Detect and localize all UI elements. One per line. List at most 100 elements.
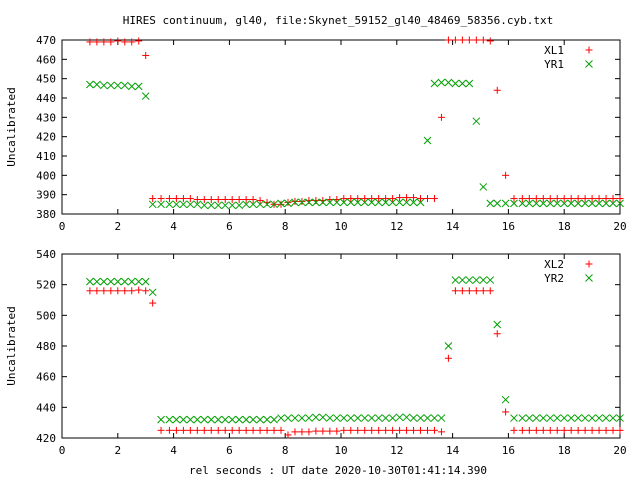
data-point-yr1 [157,200,165,209]
data-point-xl2 [142,287,150,295]
data-point-yr2 [106,277,115,286]
plot-top-frame [61,39,621,215]
data-point-xl2 [200,426,208,434]
plot-bottom-ylabel: Uncalibrated [5,306,18,385]
data-point-yr1 [602,199,610,208]
data-point-xl1 [403,194,411,202]
data-point-yr1 [437,78,446,87]
data-point-yr2 [458,276,467,284]
data-point-yr1 [381,198,390,207]
data-point-xl2 [595,426,603,434]
data-point-yr1 [539,199,548,208]
data-point-yr1 [367,198,376,207]
data-point-xl1 [616,195,624,203]
data-point-yr1 [134,82,143,91]
data-point-yr2 [395,413,404,422]
data-point-xl2 [502,408,510,416]
data-point-yr2 [444,342,453,350]
data-point-yr2 [346,414,355,422]
data-point-yr1 [546,199,555,208]
data-point-xl1 [121,38,129,46]
data-point-yr2 [214,415,223,424]
x-tick-label: 16 [502,444,515,457]
data-point-yr2 [416,414,425,422]
data-point-yr1 [127,82,136,91]
data-point-yr1 [595,199,603,208]
data-point-yr2 [581,414,589,422]
data-point-xl1 [347,195,355,203]
legend-marker [585,260,593,268]
data-point-xl2 [93,287,101,295]
data-point-xl1 [493,86,501,94]
data-point-yr1 [458,79,467,88]
data-point-yr1 [444,78,453,87]
data-point-xl2 [567,426,575,434]
data-point-xl1 [193,196,201,203]
x-tick-label: 18 [558,444,571,457]
plot-top-ylabel: Uncalibrated [5,87,18,166]
data-point-yr1 [581,199,589,208]
data-point-yr2 [486,276,495,284]
data-point-xl1 [207,196,215,203]
data-point-yr2 [574,414,583,422]
data-point-xl1 [396,194,404,202]
data-point-yr2 [510,414,518,422]
y-tick-label: 420 [36,432,56,445]
data-point-xl2 [100,287,108,295]
legend-label: YR1 [544,58,564,71]
data-point-yr1 [99,81,108,90]
data-point-xl2 [121,287,129,295]
data-point-xl1 [581,195,589,203]
x-tick-label: 6 [226,444,233,457]
data-point-xl1 [93,38,101,46]
y-tick-label: 410 [36,150,56,163]
data-point-xl2 [430,426,438,434]
data-point-xl1 [525,195,533,203]
data-point-xl2 [553,426,561,434]
data-point-yr2 [127,277,136,286]
data-point-yr1 [532,199,541,208]
data-point-yr1 [186,200,195,209]
data-point-xl2 [340,426,348,434]
x-tick-label: 2 [114,444,121,457]
data-point-yr1 [465,79,474,88]
data-point-xl2 [256,426,264,434]
data-point-xl1 [235,196,243,203]
data-point-yr2 [249,415,257,424]
data-point-xl1 [221,196,229,203]
x-tick-label: 16 [502,220,515,233]
data-point-xl1 [361,195,369,203]
data-point-yr2 [193,415,202,424]
data-point-xl2 [228,426,236,434]
data-point-xl1 [595,195,603,203]
data-point-xl1 [574,195,582,203]
data-point-xl2 [135,286,143,294]
data-point-xl2 [179,426,187,434]
data-point-yr1 [395,198,404,207]
data-point-xl1 [382,195,390,203]
data-point-yr1 [423,136,432,145]
data-point-xl2 [486,287,494,295]
data-point-yr1 [319,198,327,207]
data-point-xl2 [560,426,568,434]
data-point-yr1 [148,200,157,209]
data-point-yr2 [595,414,603,422]
data-point-yr2 [532,414,541,422]
data-point-yr2 [546,414,555,422]
data-point-yr2 [465,276,474,284]
data-point-yr2 [388,414,397,422]
data-point-yr2 [553,414,562,422]
data-point-yr1 [249,200,257,209]
data-point-xl1 [410,194,418,202]
data-point-xl2 [86,287,94,295]
data-point-yr1 [525,199,534,208]
data-point-yr1 [451,79,460,88]
data-point-yr2 [200,415,209,424]
data-point-xl1 [172,195,180,203]
data-point-xl1 [532,195,540,203]
data-point-yr2 [284,414,292,422]
legend-label: YR2 [544,272,564,285]
data-point-yr1 [120,81,129,90]
